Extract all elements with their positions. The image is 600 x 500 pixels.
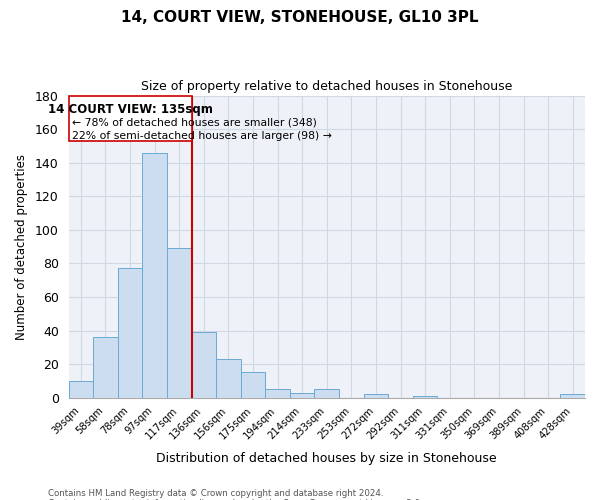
Y-axis label: Number of detached properties: Number of detached properties [15,154,28,340]
Bar [413,396,437,398]
Bar [142,152,167,398]
X-axis label: Distribution of detached houses by size in Stonehouse: Distribution of detached houses by size … [157,452,497,465]
Bar [560,394,585,398]
Bar [265,389,290,398]
Bar [68,381,93,398]
Bar [167,248,191,398]
Text: 14 COURT VIEW: 135sqm: 14 COURT VIEW: 135sqm [47,103,212,116]
Bar [364,394,388,398]
Title: Size of property relative to detached houses in Stonehouse: Size of property relative to detached ho… [141,80,512,93]
Bar [241,372,265,398]
Text: Contains HM Land Registry data © Crown copyright and database right 2024.: Contains HM Land Registry data © Crown c… [48,488,383,498]
Bar [290,392,314,398]
Text: Contains public sector information licensed under the Open Government Licence v3: Contains public sector information licen… [48,498,422,500]
Text: 22% of semi-detached houses are larger (98) →: 22% of semi-detached houses are larger (… [72,131,332,141]
Text: ← 78% of detached houses are smaller (348): ← 78% of detached houses are smaller (34… [72,118,317,128]
Text: 14, COURT VIEW, STONEHOUSE, GL10 3PL: 14, COURT VIEW, STONEHOUSE, GL10 3PL [121,10,479,25]
Bar [216,359,241,398]
Bar [191,332,216,398]
Bar [118,268,142,398]
FancyBboxPatch shape [68,96,191,141]
Bar [93,337,118,398]
Bar [314,389,339,398]
